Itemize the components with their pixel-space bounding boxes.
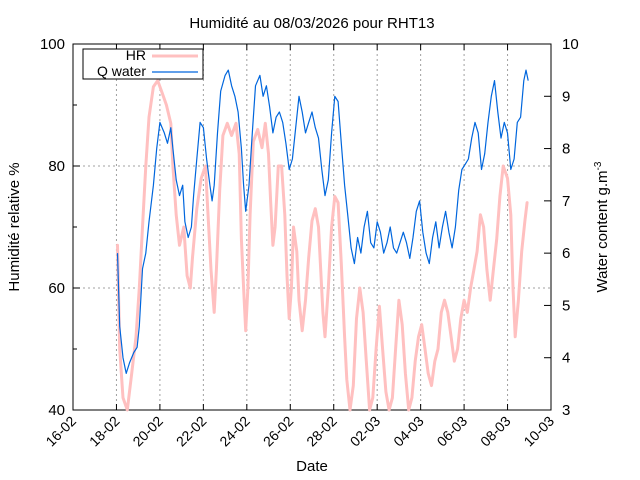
y-axis-left-label: Humidité relative %: [6, 162, 23, 291]
y-axis-left-ticks: 40 60 80 100: [40, 36, 80, 419]
x-tick-label: 22-02: [173, 413, 210, 450]
y-axis-right-label-sup: -3: [593, 161, 604, 170]
x-tick-label: 04-03: [390, 413, 427, 450]
x-tick-label: 10-03: [520, 413, 557, 450]
x-tick-label: 24-02: [216, 413, 253, 450]
x-tick-label: 06-03: [434, 413, 471, 450]
y-right-tick-label: 7: [562, 193, 570, 210]
x-tick-label: 18-02: [86, 413, 123, 450]
x-tick-label: 26-02: [260, 413, 297, 450]
x-tick-label: 02-03: [347, 413, 384, 450]
y-axis-right-label-base: Water content g.m: [594, 170, 611, 292]
y-right-tick-label: 3: [562, 402, 570, 419]
x-axis-label: Date: [296, 458, 328, 475]
legend-label-hr: HR: [126, 47, 146, 63]
y-left-tick-label: 60: [48, 280, 65, 297]
legend: HR Q water: [82, 47, 204, 80]
x-tick-label: 28-02: [303, 413, 340, 450]
y-right-tick-label: 6: [562, 245, 570, 262]
x-tick-label: 20-02: [129, 413, 166, 450]
y-right-tick-label: 8: [562, 141, 570, 158]
y-left-tick-label: 40: [48, 402, 65, 419]
y-axis-right-label: Water content g.m-3: [593, 161, 611, 292]
y-right-tick-label: 9: [562, 88, 570, 105]
x-tick-label: 08-03: [477, 413, 514, 450]
chart-title: Humidité au 08/03/2026 pour RHT13: [189, 15, 434, 32]
y-right-tick-label: 5: [562, 297, 570, 314]
series-q-water-line: [116, 69, 529, 374]
y-right-tick-label: 4: [562, 350, 570, 367]
y-left-tick-label: 80: [48, 158, 65, 175]
x-axis-ticks: 16-02 18-02 20-02 22-02 24-02 26-02 28-02 02-03…: [42, 44, 557, 449]
y-right-tick-label: 10: [562, 36, 579, 53]
series-hr-line: [116, 79, 529, 412]
y-axis-right-ticks: 3 4 5 6 7 8 9 10: [544, 36, 579, 419]
legend-box: [82, 48, 204, 80]
legend-label-q-water: Q water: [97, 63, 146, 79]
y-left-tick-label: 100: [40, 36, 65, 53]
